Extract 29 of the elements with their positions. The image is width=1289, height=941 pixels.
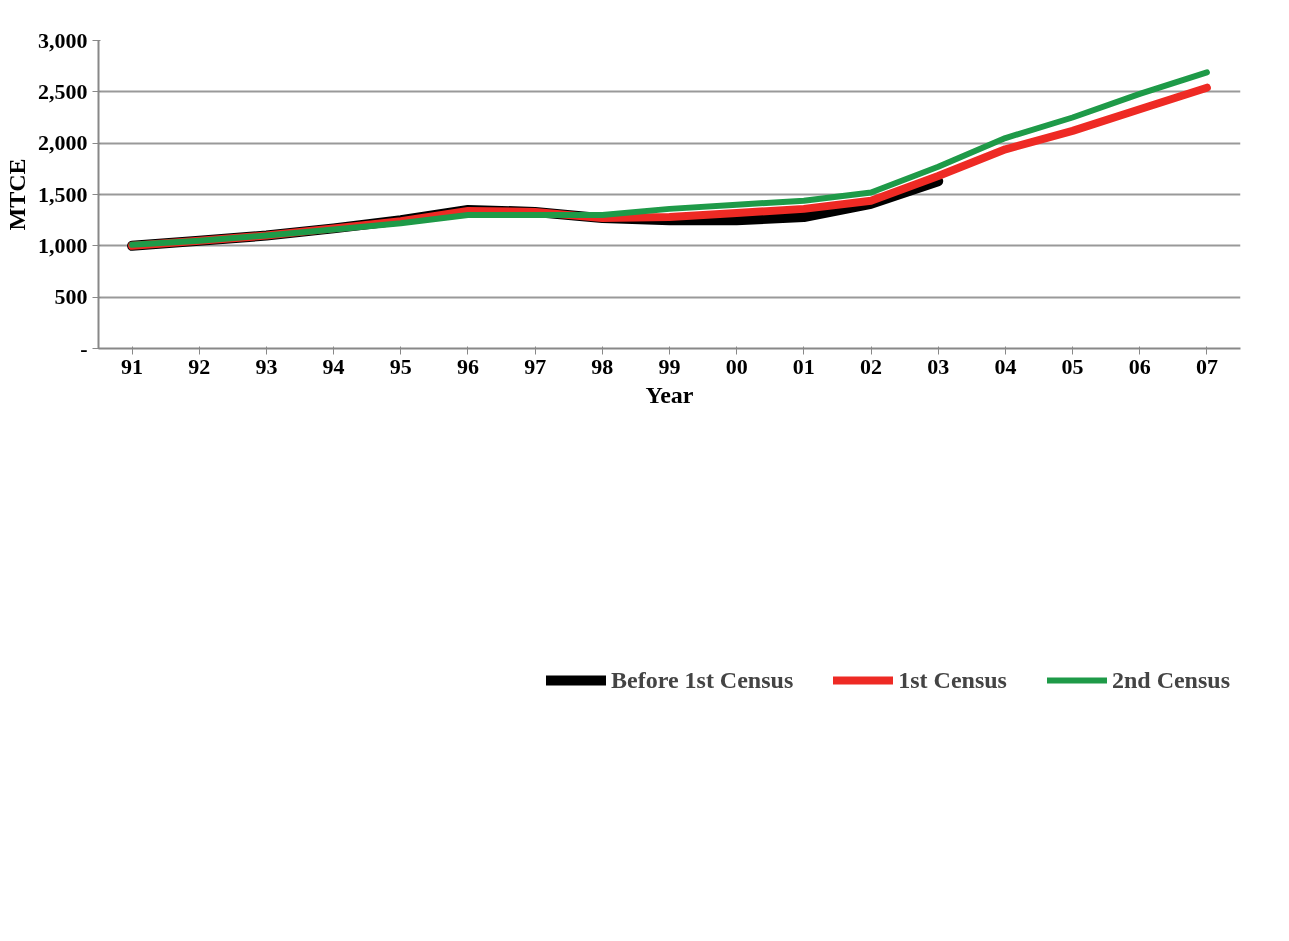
x-tick-label: 03 bbox=[927, 353, 950, 379]
x-tick-label: 98 bbox=[591, 353, 614, 379]
x-tick-label: 02 bbox=[860, 353, 883, 379]
y-tick-label: 1,500 bbox=[38, 181, 88, 207]
legend-label: Before 1st Census bbox=[611, 666, 794, 694]
x-tick-label: 94 bbox=[322, 353, 345, 379]
x-tick-label: 95 bbox=[389, 353, 412, 379]
legend-label: 1st Census bbox=[898, 666, 1007, 694]
y-tick-label: 1,000 bbox=[38, 232, 88, 258]
x-axis-title: Year bbox=[645, 381, 694, 408]
x-tick-label: 92 bbox=[188, 353, 211, 379]
x-tick-label: 96 bbox=[456, 353, 479, 379]
x-tick-label: 01 bbox=[792, 353, 815, 379]
x-tick-label: 07 bbox=[1195, 353, 1218, 379]
x-tick-label: 06 bbox=[1128, 353, 1151, 379]
y-tick-label: 2,500 bbox=[38, 78, 88, 104]
y-tick-label: - bbox=[80, 335, 88, 361]
x-tick-label: 05 bbox=[1061, 353, 1084, 379]
x-tick-label: 00 bbox=[725, 353, 748, 379]
x-tick-label: 93 bbox=[255, 353, 278, 379]
x-tick-label: 97 bbox=[524, 353, 547, 379]
legend-label: 2nd Census bbox=[1111, 666, 1230, 694]
x-tick-label: 04 bbox=[994, 353, 1017, 379]
x-tick-label: 99 bbox=[658, 353, 681, 379]
y-tick-label: 3,000 bbox=[38, 27, 88, 53]
x-tick-label: 91 bbox=[121, 353, 144, 379]
y-tick-label: 2,000 bbox=[38, 130, 88, 156]
y-axis-title: MTCE bbox=[4, 158, 30, 231]
y-tick-label: 500 bbox=[54, 284, 88, 310]
